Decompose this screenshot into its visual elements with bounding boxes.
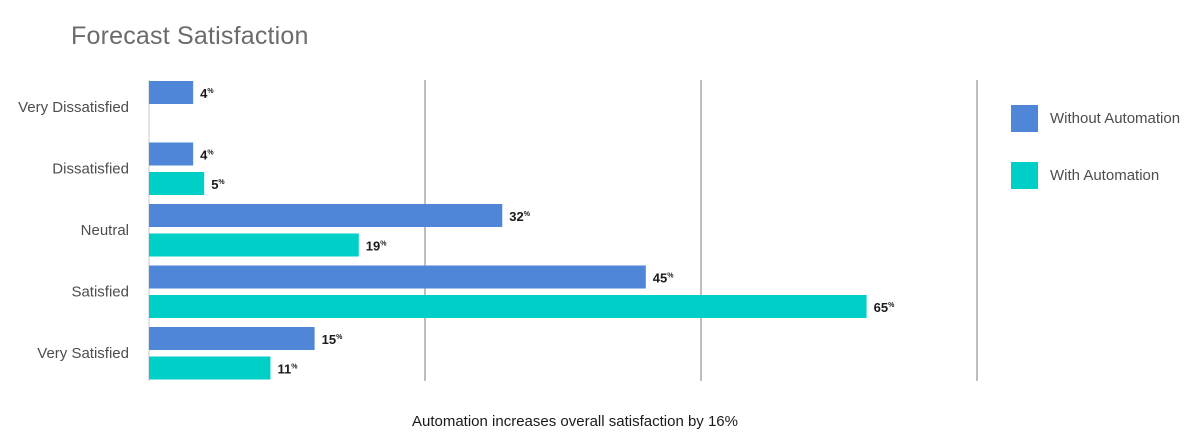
bar-without-automation-very-satisfied	[149, 327, 315, 350]
data-label-without-automation-neutral: 32%	[509, 209, 530, 224]
bar-without-automation-satisfied	[149, 265, 646, 289]
bar-without-automation-neutral	[149, 204, 503, 227]
category-label-very-satisfied: Very Satisfied	[37, 345, 129, 362]
legend-swatch-without-automation	[1011, 105, 1038, 132]
bar-with-automation-dissatisfied	[149, 172, 205, 195]
bar-with-automation-neutral	[149, 233, 359, 257]
bar-with-automation-very-satisfied	[149, 356, 271, 380]
legend-label-without-automation: Without Automation	[1050, 110, 1180, 127]
data-label-with-automation-very-satisfied: 11%	[277, 362, 298, 377]
data-label-with-automation-neutral: 19%	[366, 239, 387, 254]
category-label-neutral: Neutral	[81, 222, 129, 239]
data-label-with-automation-dissatisfied: 5%	[211, 177, 225, 192]
data-label-without-automation-satisfied: 45%	[653, 271, 674, 286]
bar-without-automation-dissatisfied	[149, 142, 194, 166]
data-label-with-automation-satisfied: 65%	[874, 300, 895, 315]
category-label-dissatisfied: Dissatisfied	[52, 161, 129, 178]
data-label-without-automation-very-dissatisfied: 4%	[200, 86, 214, 101]
legend-swatch-with-automation	[1011, 162, 1038, 189]
category-label-satisfied: Satisfied	[71, 284, 129, 301]
data-label-without-automation-very-satisfied: 15%	[322, 332, 343, 347]
chart-caption: Automation increases overall satisfactio…	[411, 413, 738, 430]
bar-with-automation-satisfied	[149, 295, 867, 318]
bar-without-automation-very-dissatisfied	[149, 81, 194, 104]
category-label-very-dissatisfied: Very Dissatisfied	[18, 99, 129, 116]
chart-title: Forecast Satisfaction	[71, 22, 309, 50]
data-label-without-automation-dissatisfied: 4%	[200, 148, 214, 163]
legend-label-with-automation: With Automation	[1050, 167, 1159, 184]
